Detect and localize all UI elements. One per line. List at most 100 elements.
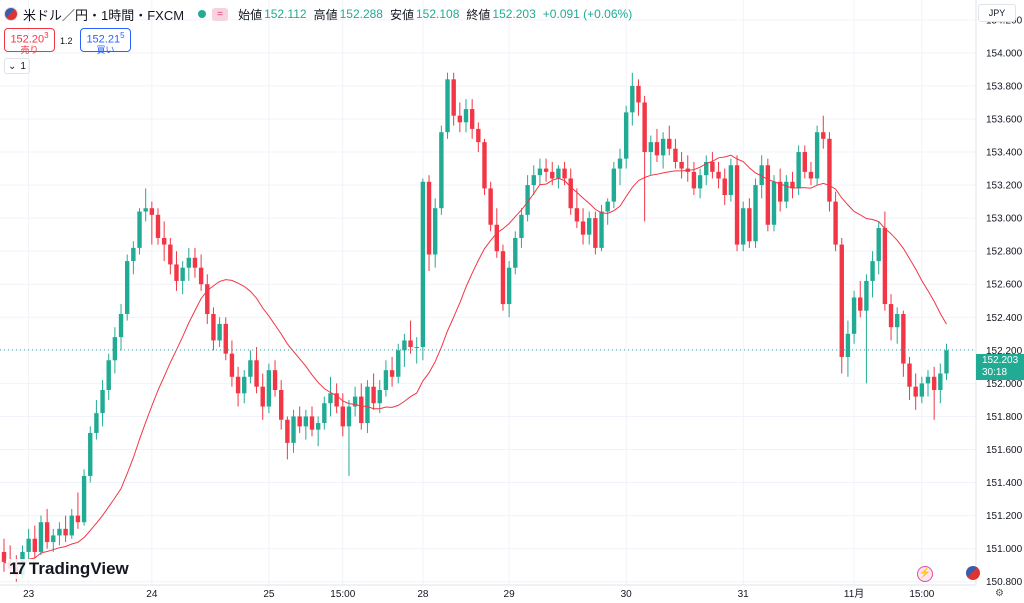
price-tick-label: 153.400 — [986, 148, 1023, 159]
currency-button[interactable]: JPY — [978, 4, 1016, 22]
equals-icon[interactable]: = — [212, 7, 229, 21]
candle — [747, 198, 752, 248]
candle — [901, 310, 906, 377]
candle-body — [876, 228, 881, 262]
candle-body — [402, 340, 407, 351]
candle — [710, 152, 715, 179]
candle — [734, 155, 740, 252]
price-tick-label: 152.800 — [986, 247, 1023, 258]
candle — [57, 522, 62, 546]
candle-body — [556, 168, 561, 179]
candle — [205, 274, 210, 324]
candle — [704, 155, 709, 186]
candle — [168, 237, 173, 275]
candle-body — [654, 142, 660, 156]
candle — [285, 416, 290, 460]
candle-body — [63, 528, 68, 536]
market-status-dot-icon[interactable] — [198, 10, 207, 18]
us-flag-icon[interactable] — [966, 566, 980, 580]
candle-body — [371, 386, 376, 404]
candle-body — [895, 313, 900, 328]
candle-body — [845, 333, 851, 357]
candle-body — [814, 132, 820, 179]
candle-body — [75, 515, 81, 523]
candle — [802, 145, 807, 179]
moving-average-line — [3, 154, 947, 570]
buy-button[interactable]: 152.215 買い — [80, 28, 131, 54]
candle — [272, 360, 278, 397]
candle — [118, 304, 124, 351]
candle — [876, 221, 881, 275]
candle-body — [901, 313, 906, 364]
candle-body — [913, 386, 918, 397]
candle — [673, 138, 678, 169]
price-tick-label: 153.200 — [986, 181, 1023, 192]
sell-button[interactable]: 152.203 売り — [4, 28, 55, 54]
candle — [630, 72, 635, 126]
candle-body — [44, 522, 50, 543]
candle — [192, 247, 198, 278]
candle — [925, 370, 931, 397]
candle — [784, 175, 789, 209]
time-axis[interactable]: 23 24 25 15:00 28 29 30 31 11月 15:00 — [23, 588, 935, 600]
candle-body — [642, 102, 647, 153]
open-value: 152.112 — [264, 7, 307, 21]
candle-body — [574, 208, 580, 222]
price-tick-label: 151.000 — [986, 544, 1023, 555]
candle-body — [679, 161, 684, 169]
candle-body — [155, 214, 161, 238]
candle-body — [691, 171, 697, 189]
candle — [88, 426, 93, 483]
candle-body — [168, 244, 173, 265]
candle-body — [303, 416, 309, 427]
candle-body — [630, 85, 635, 113]
candle-body — [821, 132, 826, 139]
candle — [352, 386, 358, 417]
candle — [771, 175, 777, 232]
candle — [266, 363, 272, 414]
candle-body — [728, 165, 734, 195]
candle — [568, 168, 573, 215]
candle-body — [451, 79, 456, 116]
symbol-title[interactable]: 米ドル／円・1時間・FXCM — [23, 7, 185, 23]
candle — [143, 188, 148, 222]
candle — [660, 132, 666, 169]
candle-body — [494, 224, 499, 252]
candle — [439, 125, 444, 215]
candle-body — [69, 515, 74, 536]
candle — [408, 320, 413, 354]
candle-body — [297, 416, 302, 427]
candle-body — [396, 350, 401, 377]
candle-body — [334, 393, 339, 407]
candle-body — [426, 181, 432, 255]
logo-text: TradingView — [28, 559, 129, 578]
candle — [161, 221, 167, 262]
candle-body — [839, 244, 844, 357]
candle-body — [802, 152, 807, 172]
candle-body — [217, 323, 222, 341]
time-tick-label: 28 — [417, 589, 429, 600]
gear-icon[interactable]: ⚙ — [995, 588, 1004, 599]
tradingview-logo[interactable]: 17 TradingView — [6, 559, 132, 579]
high-value: 152.288 — [339, 7, 383, 21]
lightning-icon[interactable]: ⚡ — [917, 566, 933, 582]
candle-body — [888, 304, 894, 328]
last-price-tag: 152.203 30:18 — [976, 354, 1024, 380]
candle-body — [784, 181, 789, 202]
interval-toggle-button[interactable]: ⌄ 1 — [4, 58, 30, 74]
candle-body — [235, 376, 241, 394]
candle — [38, 515, 44, 556]
candle-body — [291, 416, 296, 443]
candle-body — [57, 528, 62, 536]
candle — [864, 274, 869, 384]
time-tick-label: 25 — [263, 589, 275, 600]
candle-body — [611, 168, 617, 202]
candle-body — [408, 340, 413, 348]
candle — [617, 148, 623, 186]
candle-body — [488, 188, 493, 225]
candle-body — [938, 373, 943, 390]
legend-header: 米ドル／円・1時間・FXCM = 始値 152.112 高値 152.288 安値 1… — [4, 4, 632, 24]
candle-body — [328, 393, 333, 404]
interval-count: 1 — [20, 60, 26, 72]
